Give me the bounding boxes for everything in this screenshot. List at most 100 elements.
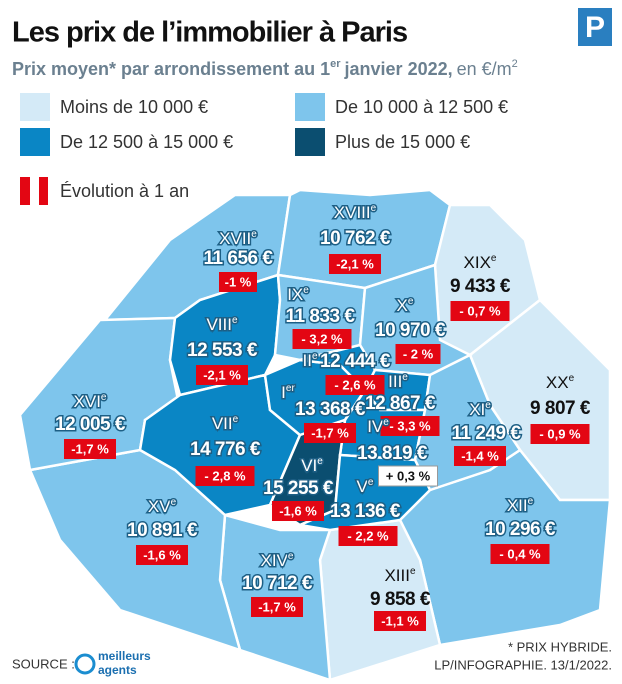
district-numeral-text: IX bbox=[287, 285, 303, 304]
district-change: + 0,3 % bbox=[386, 468, 431, 483]
district-numeral: Ve bbox=[357, 477, 374, 497]
change-badge bbox=[251, 597, 303, 617]
district-price: 10 891 € bbox=[127, 520, 198, 541]
district-price: 10 970 € bbox=[375, 320, 446, 341]
district-numeral: VIe bbox=[301, 456, 323, 476]
district-numeral-text: I bbox=[281, 383, 286, 402]
brand: agents bbox=[98, 663, 137, 677]
district-change: -1,7 % bbox=[258, 599, 296, 614]
district-numeral-text: XVI bbox=[74, 392, 101, 411]
subtitle-sup: 2 bbox=[512, 58, 518, 70]
district-change: -1,6 % bbox=[143, 547, 181, 562]
district-numeral-text: X bbox=[397, 296, 408, 315]
district-suffix: e bbox=[232, 315, 238, 326]
district-price: 11 249 € bbox=[452, 423, 522, 444]
change-badge bbox=[338, 526, 398, 546]
district-price: 13 136 € bbox=[330, 501, 401, 522]
district-numeral: XIXe bbox=[464, 253, 497, 273]
district-suffix: e bbox=[312, 351, 318, 362]
district-numeral: XXe bbox=[546, 373, 575, 393]
legend-swatch bbox=[20, 128, 50, 156]
change-badge bbox=[450, 301, 510, 321]
district-suffix: e bbox=[491, 253, 497, 264]
district-numeral: XVe bbox=[148, 497, 177, 517]
district-change: -2,1 % bbox=[336, 256, 374, 271]
brand: meilleurs bbox=[98, 649, 151, 663]
district-change: - 2,8 % bbox=[204, 468, 246, 483]
district-numeral-text: VI bbox=[301, 456, 317, 475]
district-price: 9 807 € bbox=[530, 398, 591, 419]
district-numeral: XIe bbox=[469, 400, 491, 420]
legend-swatch bbox=[20, 93, 50, 121]
note: * PRIX HYBRIDE. bbox=[508, 639, 612, 654]
district-price: 11 833 € bbox=[286, 306, 356, 327]
district-suffix: e bbox=[402, 372, 408, 383]
change-badge bbox=[272, 501, 324, 521]
district-numeral: XVIIIe bbox=[334, 203, 377, 223]
change-badge bbox=[325, 375, 385, 395]
district-price: 15 255 € bbox=[263, 478, 334, 499]
district-change: - 0,9 % bbox=[539, 426, 581, 441]
evolution-icon-stripe bbox=[30, 177, 39, 205]
change-badge bbox=[378, 465, 438, 487]
district-numeral-text: XVIII bbox=[334, 203, 371, 222]
subtitle-text: Prix moyen* par arrondissement au 1 bbox=[12, 59, 330, 79]
legend: Moins de 10 000 € De 10 000 à 12 500 € De … bbox=[20, 93, 508, 156]
logo: P bbox=[585, 11, 605, 44]
district-numeral: Xe bbox=[397, 296, 414, 316]
legend-label: De 12 500 à 15 000 € bbox=[60, 132, 233, 152]
district-numeral-text: XIX bbox=[464, 253, 491, 272]
district-price: 10 712 € bbox=[242, 573, 313, 594]
district-price: 9 433 € bbox=[450, 276, 511, 297]
change-badge bbox=[292, 329, 352, 349]
district-numeral: VIIe bbox=[212, 414, 239, 434]
change-badge bbox=[530, 424, 590, 444]
district-price: 13 368 € bbox=[295, 399, 366, 420]
district-numeral: VIIIe bbox=[206, 315, 238, 335]
district-numeral-text: VIII bbox=[206, 315, 232, 334]
district-numeral-text: IV bbox=[367, 417, 384, 436]
district-change: - 3,3 % bbox=[389, 418, 431, 433]
change-badge bbox=[136, 545, 188, 565]
district-price: 12 444 € bbox=[320, 351, 391, 372]
district-change: -1,7 % bbox=[71, 441, 109, 456]
district-numeral-text: XX bbox=[546, 373, 569, 392]
district-suffix: e bbox=[371, 203, 377, 214]
change-badge bbox=[454, 446, 506, 466]
district-numeral-text: XIV bbox=[261, 551, 289, 570]
district-price: 12 005 € bbox=[55, 414, 126, 435]
district-numeral: IIe bbox=[302, 351, 317, 371]
district-suffix: e bbox=[569, 373, 575, 384]
change-badge bbox=[490, 544, 550, 564]
legend-swatch bbox=[295, 128, 325, 156]
source: SOURCE : bbox=[12, 656, 75, 671]
district-numeral-text: XVII bbox=[219, 229, 251, 248]
district-numeral: IIIe bbox=[388, 372, 408, 392]
legend-label: Évolution à 1 an bbox=[60, 181, 189, 201]
district-suffix: e bbox=[408, 296, 414, 307]
district-price: 9 858 € bbox=[370, 589, 431, 610]
district-numeral: Ier bbox=[281, 383, 295, 403]
subtitle-text: en €/m bbox=[457, 59, 512, 79]
district-suffix: e bbox=[171, 497, 177, 508]
district-numeral-text: III bbox=[388, 372, 402, 391]
change-badge bbox=[374, 611, 426, 631]
district-numeral: XIIe bbox=[507, 496, 534, 516]
district-suffix: e bbox=[101, 392, 107, 403]
district-numeral-text: XI bbox=[469, 400, 485, 419]
district-change: -2,1 % bbox=[203, 367, 241, 382]
change-badge bbox=[64, 439, 116, 459]
district-numeral-text: XV bbox=[148, 497, 171, 516]
district-numeral-text: VII bbox=[212, 414, 233, 433]
district-suffix: e bbox=[233, 414, 239, 425]
change-badge bbox=[196, 365, 248, 385]
subtitle-sup: er bbox=[330, 58, 341, 70]
district-numeral: IXe bbox=[287, 285, 309, 305]
logo-box bbox=[578, 8, 612, 46]
brand-icon bbox=[74, 653, 96, 675]
legend-swatch bbox=[295, 93, 325, 121]
district-change: - 0,4 % bbox=[499, 546, 541, 561]
district-numeral-text: XII bbox=[507, 496, 528, 515]
